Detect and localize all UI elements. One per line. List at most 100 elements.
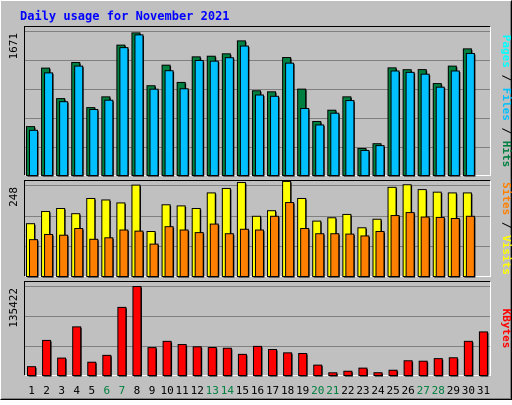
bar-sites-day-24	[375, 231, 385, 278]
legend-entry-files: Files	[500, 88, 512, 121]
bar-fill	[164, 226, 174, 277]
bar-fill	[254, 229, 264, 277]
bar-kbytes-day-10	[162, 340, 173, 377]
x-tick-label-31: 31	[477, 384, 490, 397]
bar-files-day-24	[375, 145, 385, 177]
bar-kbytes-day-6	[102, 354, 112, 377]
bar-files-day-14	[224, 57, 235, 177]
panel-visits-sites: 248 Sites / Visits	[7, 180, 512, 278]
x-tick-label-20: 20	[311, 384, 324, 397]
bar-fill	[373, 372, 383, 377]
bar-fill	[27, 366, 36, 377]
bar-sites-day-6	[104, 237, 114, 278]
bar-fill	[57, 357, 67, 377]
bar-fill	[418, 360, 428, 376]
bar-files-day-2	[44, 72, 54, 177]
bar-fill	[360, 149, 370, 176]
bar-kbytes-day-19	[298, 353, 308, 377]
bar-fill	[270, 95, 280, 176]
bar-fill	[134, 230, 144, 277]
bar-kbytes-day-22	[343, 370, 353, 377]
bar-sites-day-22	[345, 233, 355, 278]
panel-kbytes: 135422 KBytes	[7, 281, 512, 377]
legend-labels: Pages / Files / Hits	[500, 35, 512, 168]
bar-files-day-21	[330, 112, 340, 177]
x-tick-label-10: 10	[160, 384, 173, 397]
bar-kbytes-day-27	[418, 360, 429, 377]
bar-files-day-12	[194, 59, 205, 177]
x-tick-label-12: 12	[191, 384, 204, 397]
bar-fill	[224, 233, 234, 277]
bar-fill	[300, 107, 310, 176]
bar-sites-day-16	[254, 229, 265, 278]
bar-fill	[29, 129, 38, 177]
bar-kbytes-day-12	[192, 346, 203, 377]
bar-fill	[164, 70, 174, 176]
bar-sites-day-4	[74, 228, 84, 278]
bar-fill	[162, 340, 172, 376]
bar-fill	[420, 216, 430, 277]
bar-fill	[465, 52, 475, 176]
bar-files-day-16	[254, 94, 265, 177]
bar-fill	[59, 234, 69, 277]
bar-fill	[179, 88, 189, 176]
legend-entry-visits: Visits	[500, 235, 512, 275]
bar-fill	[29, 239, 38, 277]
bar-kbytes-day-25	[388, 369, 399, 377]
bar-sites-day-17	[270, 215, 280, 278]
x-tick-label-15: 15	[236, 384, 249, 397]
bar-sites-day-1	[29, 239, 39, 278]
x-tick-label-11: 11	[176, 384, 189, 397]
bar-fill	[149, 243, 159, 277]
x-tick-label-13: 13	[206, 384, 219, 397]
bar-kbytes-day-17	[268, 349, 278, 377]
x-tick-label-17: 17	[266, 384, 279, 397]
x-tick-label-29: 29	[447, 384, 460, 397]
bar-kbytes-day-16	[252, 345, 263, 377]
bar-fill	[104, 99, 114, 176]
bar-files-day-18	[285, 62, 295, 177]
bar-kbytes-day-28	[433, 358, 444, 377]
x-tick-label-14: 14	[221, 384, 235, 397]
bar-fill	[149, 88, 159, 176]
bar-fill	[388, 369, 398, 377]
legend-entry-pages: Pages	[500, 35, 512, 68]
legend-separator: /	[500, 215, 512, 235]
bar-kbytes-day-24	[373, 372, 383, 377]
bar-fill	[328, 372, 338, 376]
bar-fill	[209, 60, 219, 176]
bar-fill	[209, 223, 219, 277]
bar-files-day-25	[390, 70, 401, 177]
bar-sites-day-7	[119, 229, 129, 278]
legend-labels: KBytes	[500, 309, 512, 349]
bar-sites-day-23	[360, 235, 370, 278]
bar-fill	[330, 112, 340, 176]
bar-fill	[375, 145, 385, 177]
bar-kbytes-day-1	[27, 366, 37, 377]
x-tick-label-5: 5	[88, 384, 95, 397]
x-tick-label-2: 2	[43, 384, 50, 397]
bar-files-day-3	[59, 101, 69, 177]
bar-files-day-22	[345, 100, 355, 177]
bar-kbytes-day-2	[42, 339, 52, 377]
bar-files-day-27	[420, 73, 431, 177]
x-tick-label-24: 24	[371, 384, 385, 397]
bar-fill	[239, 228, 249, 278]
bar-sites-day-2	[44, 233, 54, 278]
bar-sites-day-18	[285, 202, 295, 278]
x-axis-labels: 1 2 3 4 5 6 7 8 9 10 11 12 13 14 15 16 17 18 19 20 21 22 23 24 2…	[28, 384, 490, 397]
bar-kbytes-day-8	[132, 286, 142, 377]
bar-files-day-29	[450, 70, 461, 177]
bar-files-day-1	[29, 129, 39, 177]
panel-pages-files-hits: 1671 Pages / Files / Hits	[7, 26, 512, 177]
x-tick-label-19: 19	[296, 384, 309, 397]
bar-files-day-7	[119, 47, 129, 177]
x-tick-label-6: 6	[104, 384, 111, 397]
bar-fill	[119, 47, 129, 176]
legend-entry-hits: Hits	[500, 141, 512, 168]
bar-fill	[405, 212, 415, 277]
bar-fill	[390, 215, 400, 277]
bar-files-day-15	[239, 45, 250, 177]
bar-sites-day-26	[405, 212, 416, 278]
